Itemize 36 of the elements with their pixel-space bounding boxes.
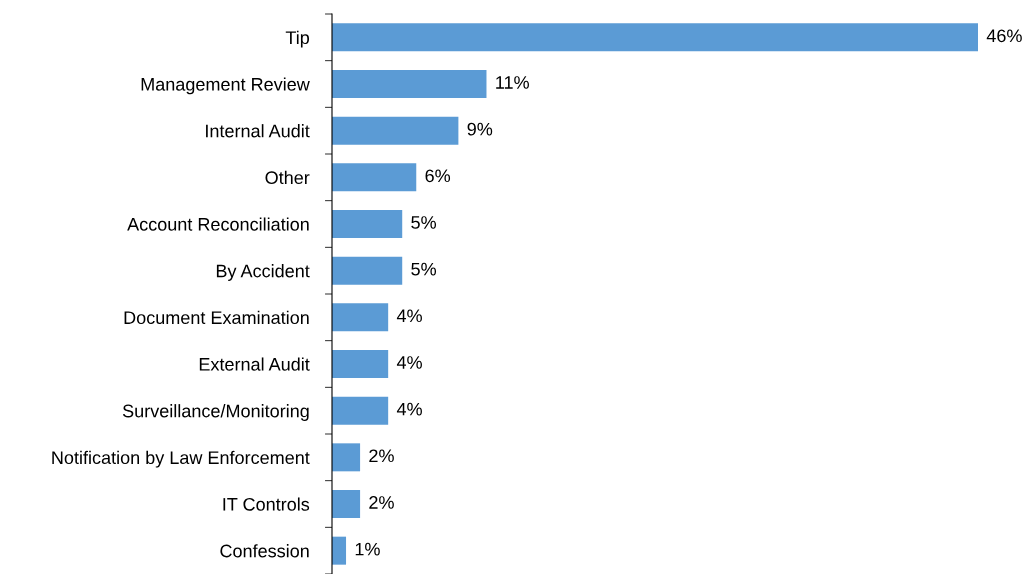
bar <box>332 396 389 425</box>
y-tick-label: Other <box>265 170 310 185</box>
bar <box>332 536 347 565</box>
data-label: 4% <box>396 402 422 416</box>
y-tick-label: External Audit <box>199 357 310 371</box>
bar <box>332 70 487 98</box>
data-label: 46% <box>986 29 1022 43</box>
bar <box>332 210 403 238</box>
y-tick-label: Surveillance/Monitoring <box>122 404 309 421</box>
y-tick-label: Document Examination <box>124 310 309 325</box>
bar <box>332 350 389 378</box>
data-label: 2% <box>369 449 394 463</box>
y-tick-label: Confession <box>220 544 309 558</box>
data-label: 6% <box>425 169 451 183</box>
data-label: 4% <box>396 356 422 369</box>
data-label: 9% <box>467 122 493 136</box>
y-tick-label: Account Reconciliation <box>127 217 309 231</box>
data-label: 5% <box>411 262 436 276</box>
y-tick-label: By Accident <box>216 264 310 281</box>
data-label: 1% <box>355 542 380 556</box>
bar <box>332 490 361 518</box>
bar <box>332 303 389 332</box>
y-tick-label: Internal Audit <box>206 124 310 138</box>
y-tick-label: IT Controls <box>223 497 310 511</box>
data-label: 11% <box>496 76 529 89</box>
bar <box>332 256 403 285</box>
data-label: 2% <box>369 496 394 509</box>
data-label: 5% <box>411 216 436 229</box>
y-tick-label: Management Review <box>141 77 310 95</box>
data-label: 4% <box>396 309 422 323</box>
bar <box>332 163 417 192</box>
bar <box>332 116 459 145</box>
bar <box>332 443 361 472</box>
y-tick-label: Tip <box>285 30 310 48</box>
y-tick-label: Notification by Law Enforcement <box>52 450 310 468</box>
bar <box>332 23 978 52</box>
